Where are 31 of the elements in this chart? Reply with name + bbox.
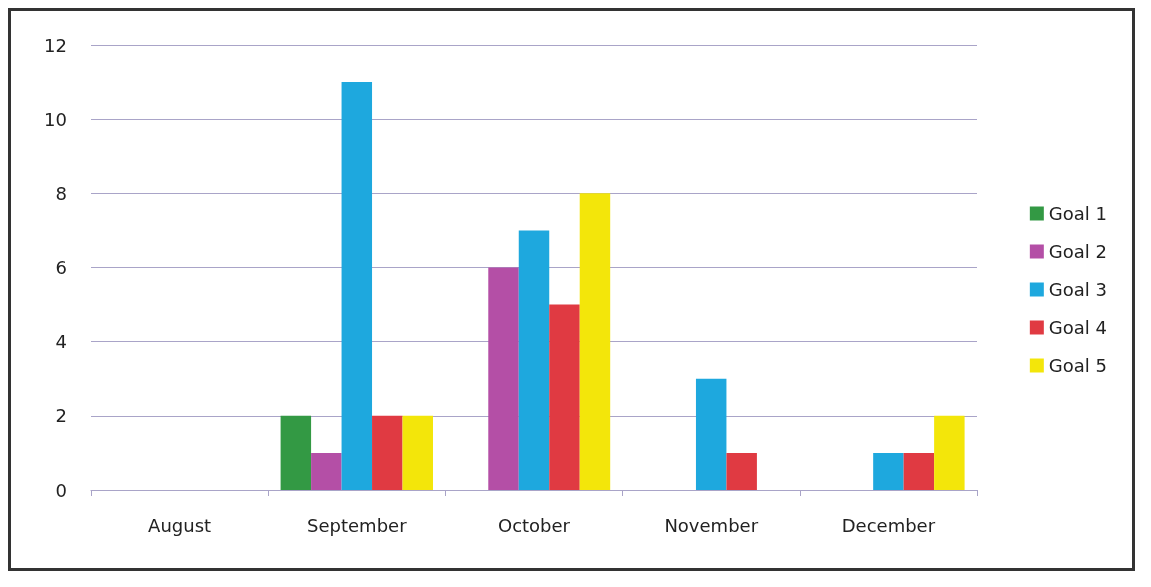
legend-label: Goal 3 (1048, 279, 1108, 300)
bar (280, 415, 312, 490)
bar (341, 82, 373, 490)
bar (402, 415, 433, 490)
y-tick-label: 12 (44, 34, 67, 56)
bar (579, 193, 611, 490)
bar (726, 452, 757, 490)
legend-label: Goal 2 (1048, 241, 1108, 262)
x-tick-label: November (664, 514, 759, 536)
legend-label: Goal 4 (1048, 317, 1108, 338)
y-tick-label: 10 (44, 108, 67, 130)
legend-label: Goal 5 (1048, 355, 1108, 376)
y-tick-label: 4 (55, 331, 67, 353)
bar (488, 267, 519, 490)
legend-label: Goal 1 (1048, 203, 1108, 224)
bar (518, 230, 550, 490)
x-tick-label: August (148, 514, 212, 536)
bar (549, 304, 580, 490)
x-tick-label: September (307, 514, 408, 536)
bar (903, 452, 935, 490)
y-tick-label: 0 (55, 479, 67, 501)
x-tick-label: December (841, 514, 936, 536)
bar (873, 452, 904, 490)
y-tick-label: 8 (55, 182, 67, 204)
y-tick-label: 6 (55, 257, 67, 278)
bar (372, 415, 403, 490)
bar (695, 378, 727, 490)
bar (311, 452, 342, 490)
y-tick-label: 2 (55, 405, 67, 427)
x-tick-label: October (497, 514, 571, 536)
bar (934, 415, 965, 490)
